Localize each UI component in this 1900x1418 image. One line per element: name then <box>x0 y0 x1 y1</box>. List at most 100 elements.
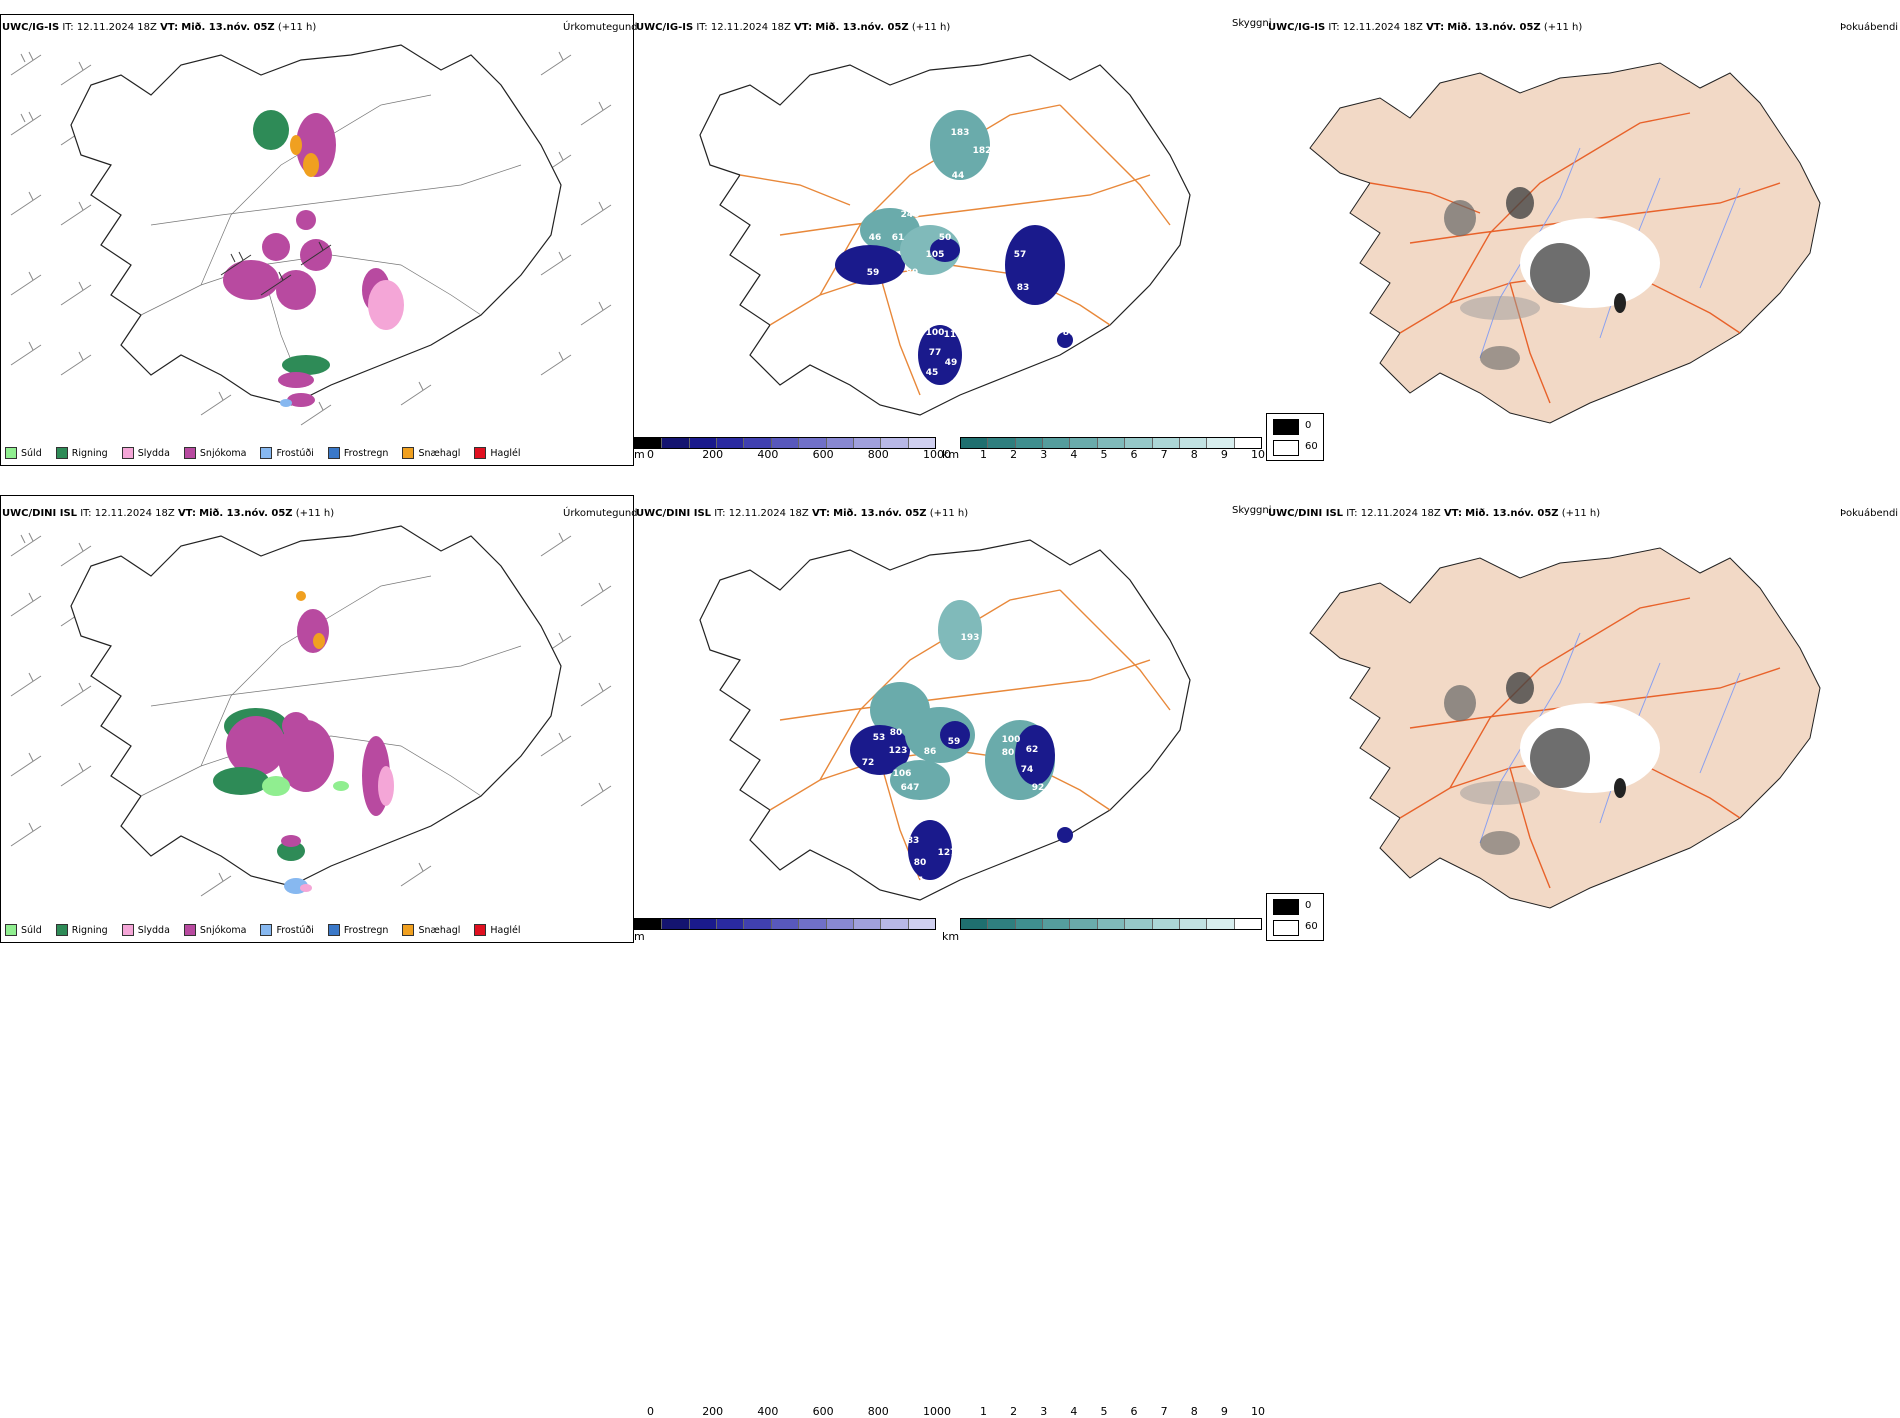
legend-item: Snjókoma <box>183 924 247 936</box>
cloud-height-label: 72 <box>862 758 875 768</box>
valid-time: Mið. 13.nóv. 05Z <box>1465 508 1559 519</box>
colorbar-segment <box>662 919 690 929</box>
legend-item: Slydda <box>121 924 170 936</box>
valid-label: VT: <box>177 508 196 519</box>
colorbar-tick: 1 <box>980 1405 987 1418</box>
colorbar-tick: 200 <box>702 448 724 461</box>
colorbar-segment <box>826 438 854 448</box>
cloud-height-label: 80 <box>1002 748 1015 758</box>
legend-swatch <box>183 447 196 459</box>
legend-item: Frostregn <box>327 924 388 936</box>
colorbar-segment <box>826 919 854 929</box>
colorbar-tick: 7 <box>1160 448 1168 461</box>
fog-title: UWC/IG-IS IT: 12.11.2024 18Z VT: Mið. 13… <box>1268 22 1582 33</box>
legend-item: Haglél <box>474 447 521 459</box>
legend-item: Haglél <box>474 924 521 936</box>
legend-label: Rigning <box>71 447 108 459</box>
cloud-blobs <box>835 110 1073 385</box>
legend-label: Haglél <box>490 924 521 936</box>
legend-swatch <box>5 924 17 936</box>
init-label: IT: <box>80 508 92 519</box>
legend-item: Súld <box>5 447 42 459</box>
cloud-height-label: 61 <box>892 233 905 243</box>
cloud-height-label: 183 <box>951 128 970 138</box>
cloud-height-label: 100 <box>1002 735 1021 745</box>
colorbar-tick: 4 <box>1070 448 1078 461</box>
cloud-height-label: 248 <box>901 210 920 220</box>
colorbar-tick: 1000 <box>923 1405 951 1418</box>
colorbar-tick: 0 <box>647 448 654 461</box>
cloud-height-label: 41 <box>912 876 925 886</box>
model-name: UWC/IG-IS <box>1268 22 1326 33</box>
valid-time: Mið. 13.nóv. 05Z <box>199 508 293 519</box>
cloud-height-label: 127 <box>938 848 957 858</box>
wind-barbs <box>10 51 612 426</box>
cloud-height-label: 47 <box>934 881 947 891</box>
precip-title: UWC/IG-IS IT: 12.11.2024 18Z VT: Mið. 13… <box>2 22 316 33</box>
cloud-height-label: 46 <box>869 233 882 243</box>
cloud-height-label: 50 <box>939 233 952 243</box>
fog-map <box>1309 547 1821 909</box>
colorbar-segment <box>717 919 745 929</box>
fog-legend: 0 60 <box>1266 893 1324 941</box>
colorbar-segment <box>799 438 827 448</box>
precip-map-frame: Súld Rigning Slydda Snjókoma Frostúði Frostre… <box>0 14 634 466</box>
colorbar-tick: 8 <box>1190 1405 1198 1418</box>
init-label: IT: <box>714 508 726 519</box>
model-name: UWC/IG-IS <box>2 22 60 33</box>
legend-swatch <box>183 924 196 936</box>
valid-time: Mið. 13.nóv. 05Z <box>815 22 909 33</box>
colorbar-segment <box>1070 438 1098 448</box>
valid-label: VT: <box>811 508 830 519</box>
colorbar-segment <box>1125 919 1153 929</box>
colorbar-segment <box>1152 919 1180 929</box>
lead-time: (+11 h) <box>1543 22 1583 33</box>
colorbar-segment <box>988 438 1016 448</box>
colorbar-tick: 6 <box>1130 448 1138 461</box>
init-time: 12.11.2024 18Z <box>1342 22 1423 33</box>
vis-colorbar <box>960 918 1262 930</box>
vis-colorbar <box>960 437 1262 449</box>
colorbar-segment <box>1043 919 1071 929</box>
legend-swatch <box>121 924 134 936</box>
colorbar-segment <box>1207 438 1235 448</box>
iceland-outline <box>70 525 562 887</box>
colorbar-segment <box>771 438 800 448</box>
legend-label: Snæhagl <box>418 924 461 936</box>
precip-title: UWC/DINI ISL IT: 12.11.2024 18Z VT: Mið.… <box>2 508 334 519</box>
row-2: Súld Rigning Slydda Snjókoma Frostúði Frostre… <box>0 475 1900 1418</box>
legend-label: Snjókoma <box>199 924 247 936</box>
fog-map <box>1309 62 1821 424</box>
colorbar-segment <box>744 438 772 448</box>
legend-label: Haglél <box>490 447 521 459</box>
precip-blobs <box>213 591 394 894</box>
vis-map: 193 53 80 123 86 59 100 62 80 74 92 106 72 647 83 127 80… <box>699 539 1191 901</box>
valid-label: VT: <box>794 22 813 33</box>
fog-shading <box>1444 187 1660 370</box>
legend-item: Slydda <box>121 447 170 459</box>
init-time: 12.11.2024 18Z <box>710 22 791 33</box>
wind-barbs-over <box>220 241 332 296</box>
legend-swatch <box>327 924 340 936</box>
legend-label: Frostúði <box>276 924 314 936</box>
ceiling-colorbar <box>634 437 936 449</box>
colorbar-segment <box>744 919 772 929</box>
legend-label: Frostúði <box>276 447 314 459</box>
cloud-height-label: 193 <box>961 633 980 643</box>
colorbar-tick: 800 <box>867 448 889 461</box>
cloud-labels: 193 53 80 123 86 59 100 62 80 74 92 106 72 647 83 127 80… <box>862 633 1045 891</box>
legend-item: Snæhagl <box>402 924 460 936</box>
colorbar-tick: 600 <box>812 1405 834 1418</box>
colorbar-segment <box>1207 919 1235 929</box>
colorbar-segment <box>881 919 909 929</box>
row-1: Súld Rigning Slydda Snjókoma Frostúði Frostre… <box>0 0 1900 475</box>
fog-title: UWC/DINI ISL IT: 12.11.2024 18Z VT: Mið.… <box>1268 508 1600 519</box>
colorbar-segment <box>1097 438 1126 448</box>
vis-unit: km <box>942 930 960 943</box>
cloud-height-label: 49 <box>945 358 958 368</box>
model-name: UWC/DINI ISL <box>636 508 712 519</box>
cloud-height-label: 80 <box>890 728 903 738</box>
colorbar-segment <box>961 919 989 929</box>
fog-shading <box>1444 672 1660 855</box>
cloud-height-label: 83 <box>1017 283 1030 293</box>
